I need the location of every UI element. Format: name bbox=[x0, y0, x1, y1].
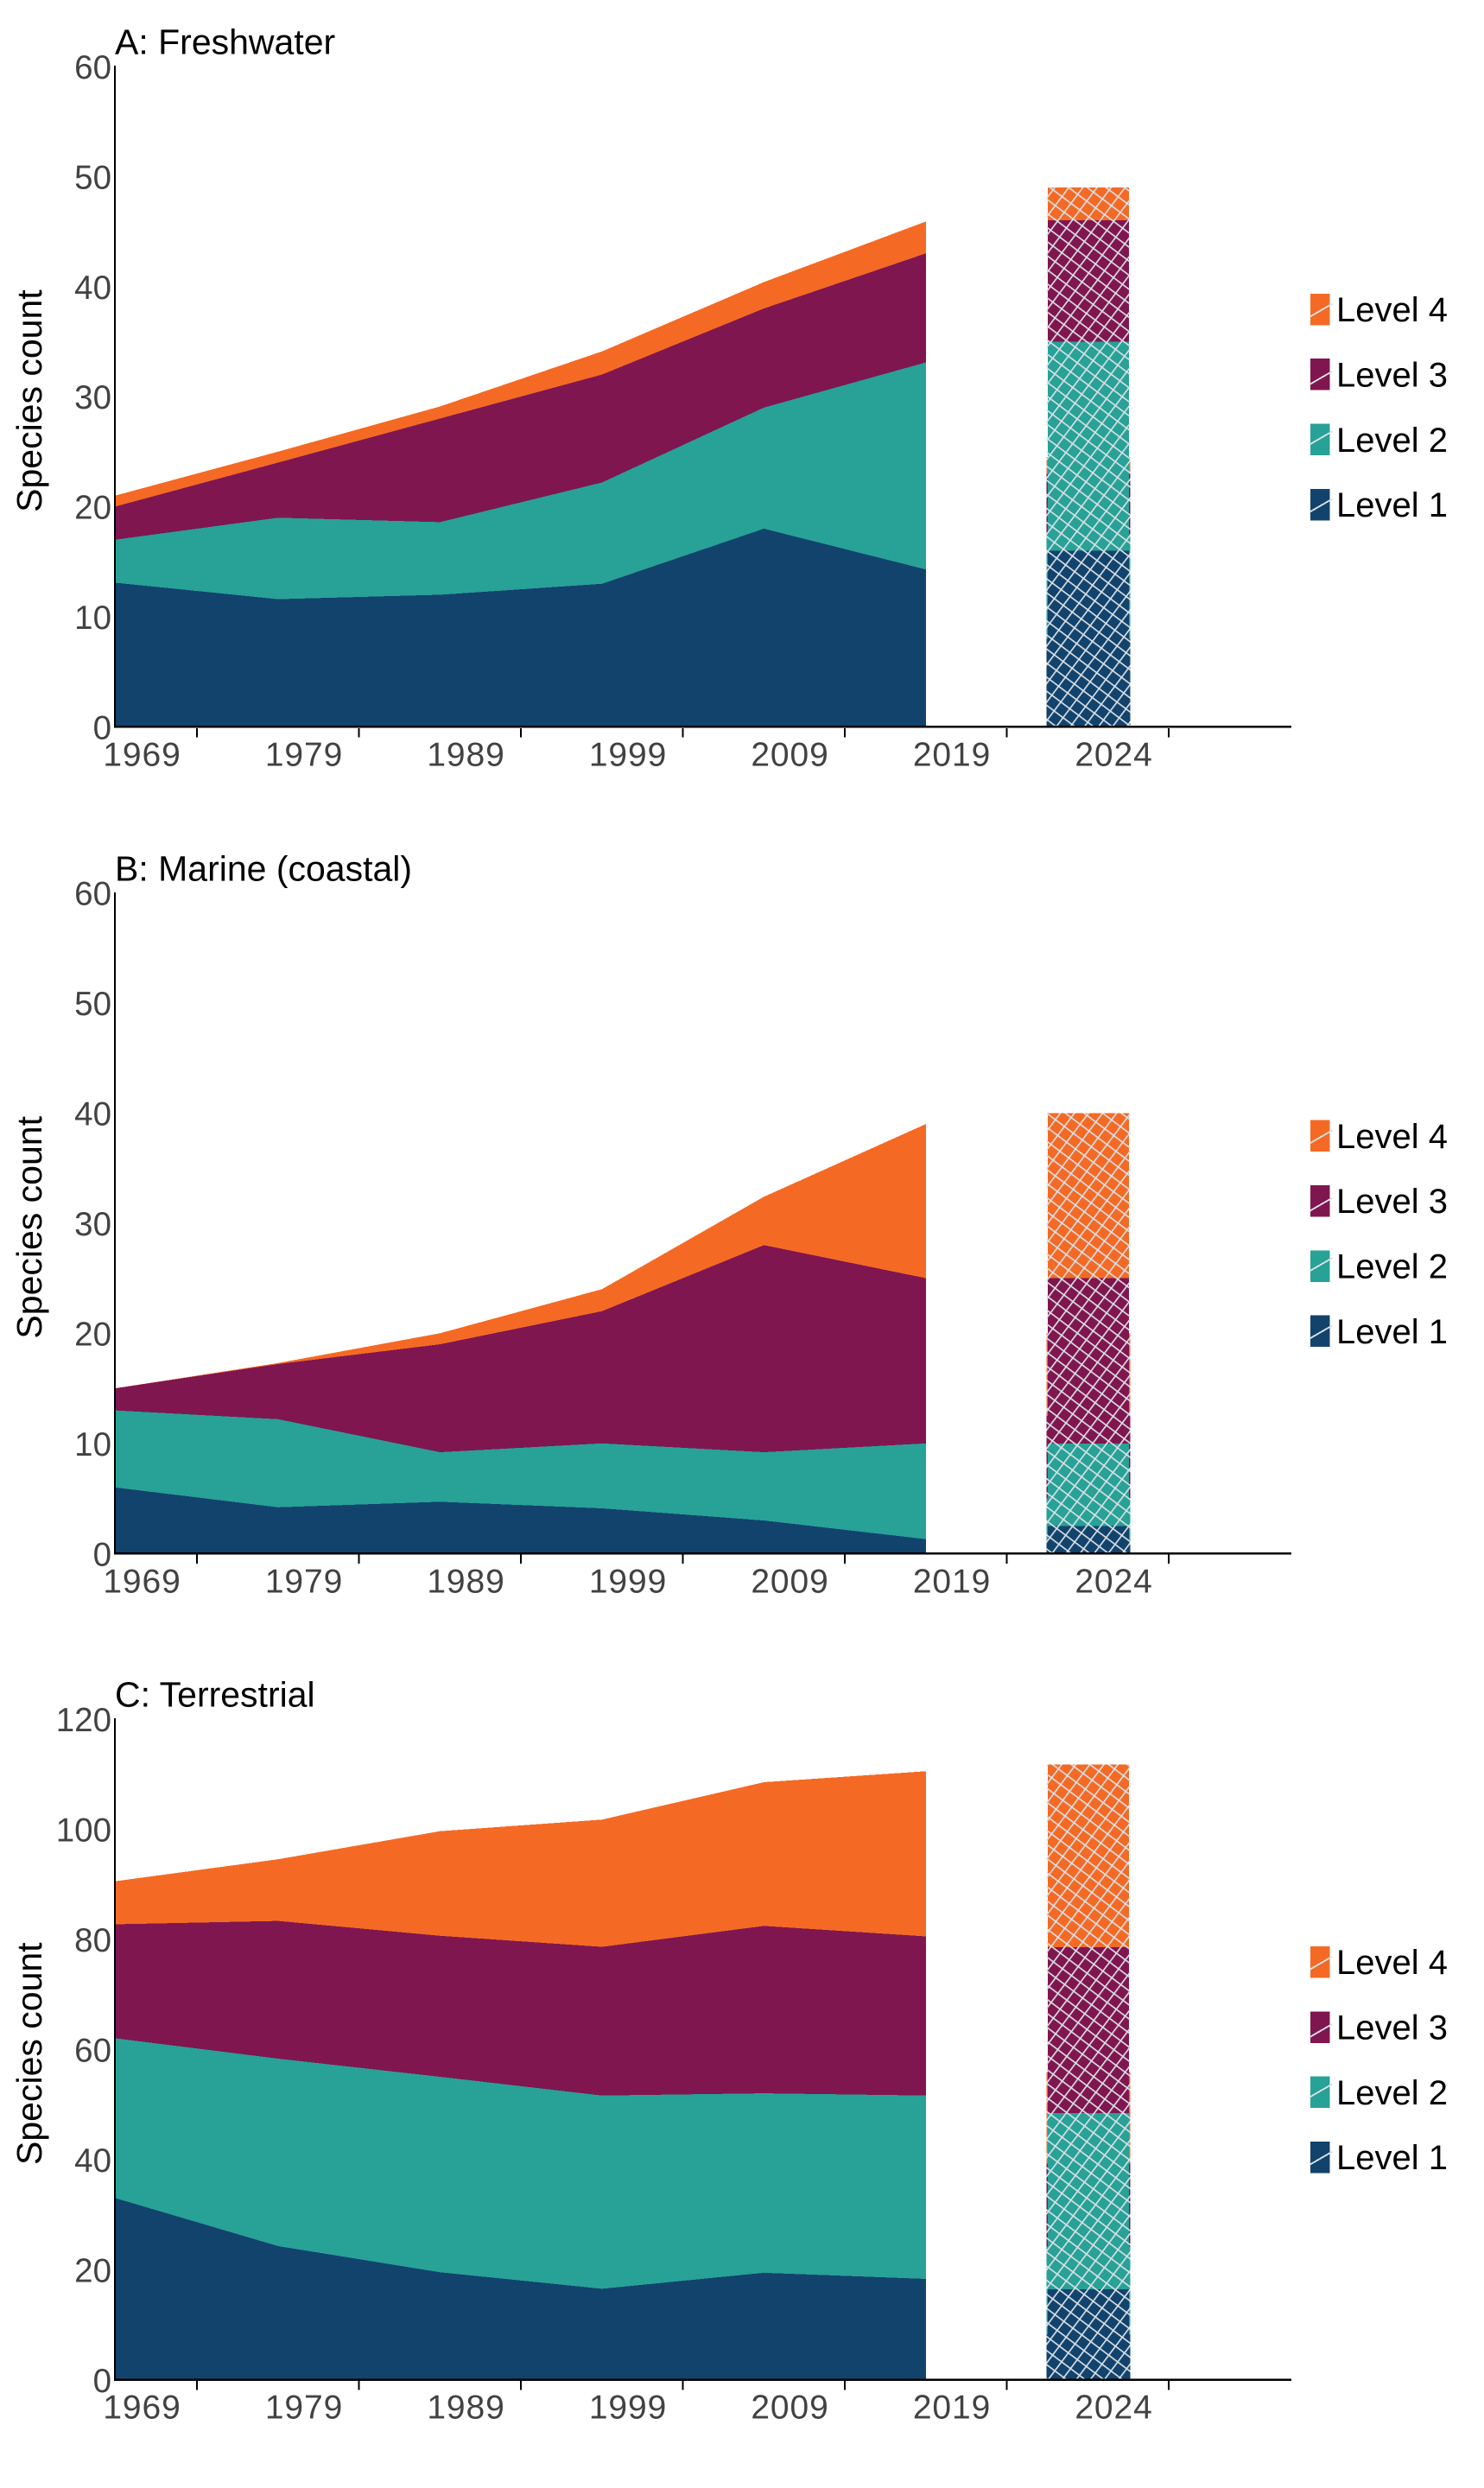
svg-text:10: 10 bbox=[74, 1426, 111, 1463]
svg-text:2024: 2024 bbox=[1075, 737, 1152, 774]
svg-text:Level 2: Level 2 bbox=[1336, 422, 1448, 460]
svg-text:40: 40 bbox=[74, 270, 111, 307]
svg-text:Level 4: Level 4 bbox=[1336, 1944, 1448, 1982]
svg-text:2024: 2024 bbox=[1075, 1563, 1152, 1600]
svg-text:120: 120 bbox=[56, 1702, 111, 1739]
svg-text:1979: 1979 bbox=[265, 2390, 343, 2427]
svg-text:1989: 1989 bbox=[427, 2390, 504, 2427]
svg-text:30: 30 bbox=[74, 379, 111, 416]
svg-text:1999: 1999 bbox=[589, 2390, 667, 2427]
svg-text:10: 10 bbox=[74, 600, 111, 637]
svg-text:1969: 1969 bbox=[103, 2390, 181, 2427]
svg-text:1989: 1989 bbox=[427, 737, 504, 774]
svg-text:Level 1: Level 1 bbox=[1336, 486, 1448, 524]
svg-text:50: 50 bbox=[74, 159, 111, 196]
svg-text:0: 0 bbox=[93, 1537, 111, 1574]
svg-text:60: 60 bbox=[74, 2032, 111, 2069]
svg-text:40: 40 bbox=[74, 1096, 111, 1133]
svg-text:1999: 1999 bbox=[589, 737, 667, 774]
svg-text:Level 4: Level 4 bbox=[1336, 1118, 1448, 1156]
svg-text:30: 30 bbox=[74, 1206, 111, 1243]
svg-text:0: 0 bbox=[93, 710, 111, 747]
svg-text:C: Terrestrial: C: Terrestrial bbox=[115, 1675, 315, 1715]
svg-text:Level 1: Level 1 bbox=[1336, 1313, 1448, 1351]
svg-text:2009: 2009 bbox=[751, 1563, 828, 1600]
svg-text:Level 4: Level 4 bbox=[1336, 291, 1448, 329]
svg-text:60: 60 bbox=[74, 49, 111, 86]
svg-text:A: Freshwater: A: Freshwater bbox=[115, 22, 335, 62]
svg-text:2019: 2019 bbox=[913, 2390, 991, 2427]
svg-text:40: 40 bbox=[74, 2142, 111, 2180]
svg-text:60: 60 bbox=[74, 876, 111, 913]
svg-text:100: 100 bbox=[56, 1812, 111, 1849]
svg-text:20: 20 bbox=[74, 490, 111, 527]
svg-text:20: 20 bbox=[74, 1317, 111, 1354]
svg-text:2009: 2009 bbox=[751, 737, 828, 774]
svg-text:1989: 1989 bbox=[427, 1563, 504, 1600]
svg-text:1969: 1969 bbox=[103, 1563, 181, 1600]
svg-text:Level 3: Level 3 bbox=[1336, 1183, 1448, 1221]
svg-text:Level 3: Level 3 bbox=[1336, 356, 1448, 394]
svg-text:Level 2: Level 2 bbox=[1336, 2074, 1448, 2112]
svg-text:Level 2: Level 2 bbox=[1336, 1248, 1448, 1286]
svg-text:Species count: Species count bbox=[10, 1942, 49, 2165]
svg-text:0: 0 bbox=[93, 2363, 111, 2400]
svg-text:Level 3: Level 3 bbox=[1336, 2009, 1448, 2047]
svg-text:B: Marine (coastal): B: Marine (coastal) bbox=[115, 848, 412, 888]
svg-text:50: 50 bbox=[74, 986, 111, 1023]
svg-text:2019: 2019 bbox=[913, 737, 991, 774]
svg-text:1969: 1969 bbox=[103, 737, 181, 774]
svg-text:Level 1: Level 1 bbox=[1336, 2139, 1448, 2177]
svg-text:1979: 1979 bbox=[265, 737, 343, 774]
svg-text:1999: 1999 bbox=[589, 1563, 667, 1600]
svg-text:20: 20 bbox=[74, 2252, 111, 2289]
svg-text:2019: 2019 bbox=[913, 1563, 991, 1600]
svg-text:1979: 1979 bbox=[265, 1563, 343, 1600]
svg-text:80: 80 bbox=[74, 1922, 111, 1959]
svg-text:2009: 2009 bbox=[751, 2390, 828, 2427]
svg-text:2024: 2024 bbox=[1075, 2390, 1152, 2427]
svg-text:Species count: Species count bbox=[10, 289, 49, 512]
svg-text:Species count: Species count bbox=[10, 1115, 49, 1338]
